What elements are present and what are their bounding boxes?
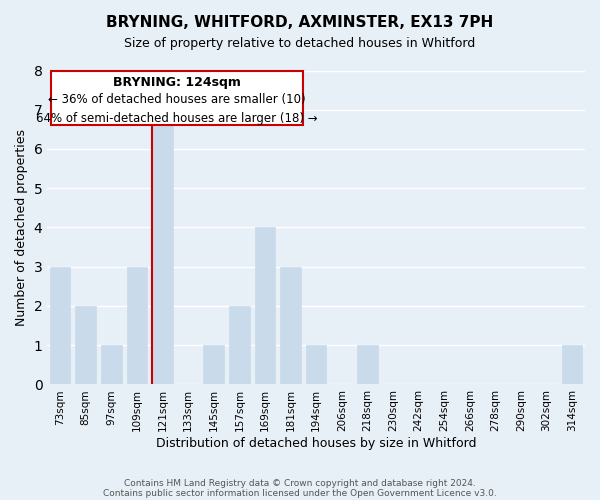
Bar (127, 266, 147, 384)
Bar (50, 266, 70, 384)
Y-axis label: Number of detached properties: Number of detached properties (15, 129, 28, 326)
Bar (203, 345, 224, 385)
Text: ← 36% of detached houses are smaller (10): ← 36% of detached houses are smaller (10… (49, 94, 306, 106)
X-axis label: Distribution of detached houses by size in Whitford: Distribution of detached houses by size … (156, 437, 476, 450)
Text: Contains public sector information licensed under the Open Government Licence v3: Contains public sector information licen… (103, 488, 497, 498)
Bar (152, 110, 173, 384)
Text: BRYNING, WHITFORD, AXMINSTER, EX13 7PH: BRYNING, WHITFORD, AXMINSTER, EX13 7PH (106, 15, 494, 30)
Bar (280, 266, 301, 384)
Bar (306, 345, 326, 385)
FancyBboxPatch shape (51, 70, 304, 124)
Bar (229, 306, 250, 384)
Bar (254, 228, 275, 384)
Text: 64% of semi-detached houses are larger (18) →: 64% of semi-detached houses are larger (… (37, 112, 318, 124)
Text: Contains HM Land Registry data © Crown copyright and database right 2024.: Contains HM Land Registry data © Crown c… (124, 478, 476, 488)
Bar (562, 345, 583, 385)
Bar (357, 345, 377, 385)
Text: Size of property relative to detached houses in Whitford: Size of property relative to detached ho… (124, 38, 476, 51)
Bar (76, 306, 96, 384)
Bar (101, 345, 122, 385)
Text: BRYNING: 124sqm: BRYNING: 124sqm (113, 76, 241, 90)
